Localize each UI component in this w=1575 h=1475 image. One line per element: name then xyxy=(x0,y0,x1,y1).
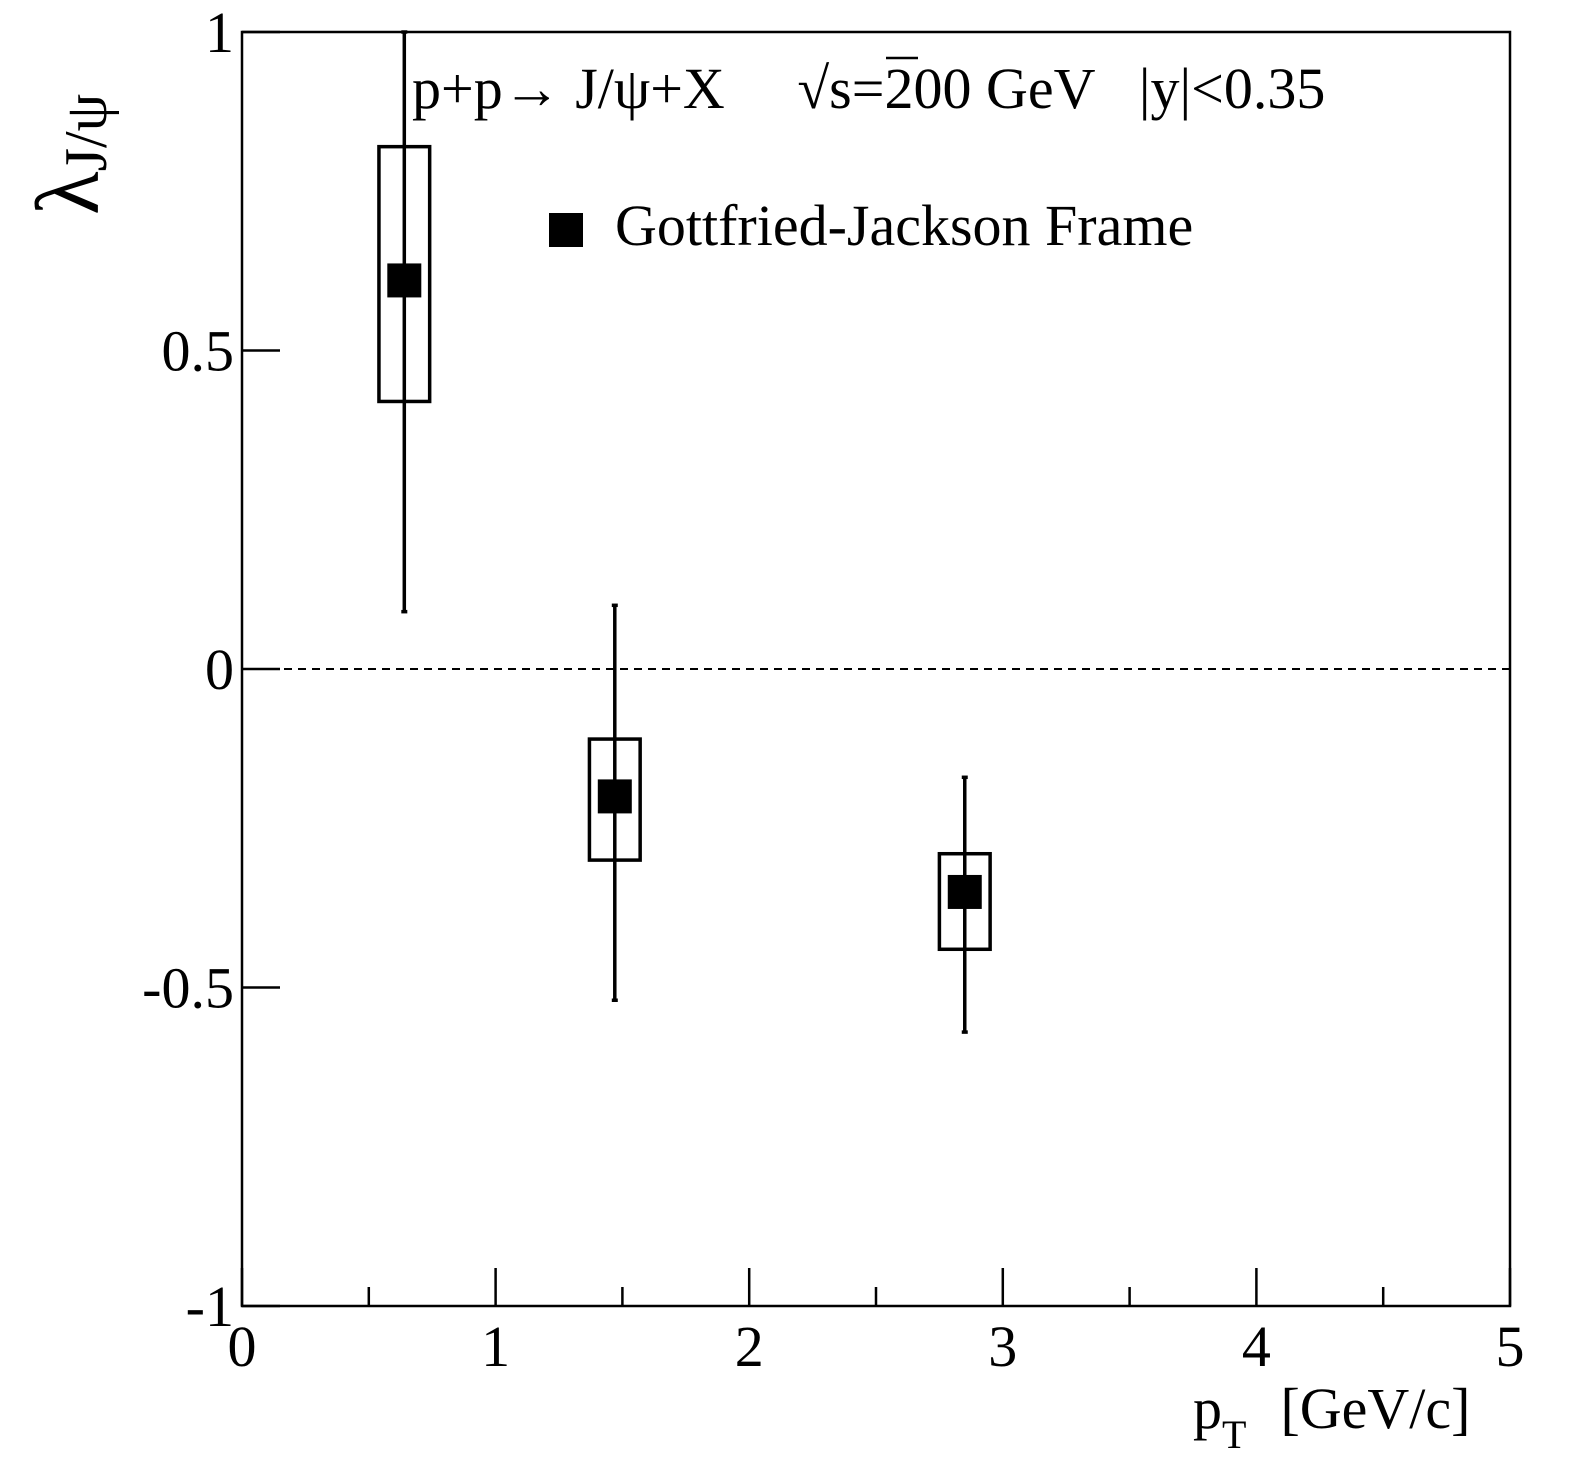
x-tick-label: 0 xyxy=(228,1314,257,1379)
x-axis-label-sub: T xyxy=(1222,1412,1246,1457)
y-tick-label: -1 xyxy=(186,1274,234,1339)
axis-tick-labels: 10.50-0.5-10 1 2 3 4 5 xyxy=(142,0,1524,1379)
x-tick-label: 1 xyxy=(481,1314,510,1379)
y-axis-label-sub: J/ψ xyxy=(53,94,119,172)
chart-annotation: p+p→ J/ψ+X √s=200 GeV |y|<0.35 xyxy=(412,56,1325,121)
y-tick-label: 0.5 xyxy=(162,319,235,384)
x-axis-label: pT [GeV/c] xyxy=(1193,1376,1470,1457)
data-points xyxy=(377,30,992,1034)
legend: Gottfried-Jackson Frame xyxy=(549,193,1193,258)
x-tick-label: 2 xyxy=(735,1314,764,1379)
x-axis-label-unit: [GeV/c] xyxy=(1280,1376,1470,1441)
sys-error-box xyxy=(937,851,992,952)
legend-marker xyxy=(549,213,583,247)
x-tick-label: 3 xyxy=(988,1314,1017,1379)
y-axis-label: λJ/ψ xyxy=(19,94,119,215)
data-point-marker xyxy=(947,874,982,909)
y-tick-label: 0 xyxy=(205,637,234,702)
annotation-energy: s=200 GeV xyxy=(829,56,1095,121)
sys-error-box xyxy=(377,144,432,404)
y-tick-label: 1 xyxy=(205,0,234,65)
data-point-marker xyxy=(387,263,422,298)
annotation-process: p+p→ J/ψ+X xyxy=(412,56,725,121)
y-axis-label-main: λ xyxy=(19,171,118,215)
y-tick-label: -0.5 xyxy=(142,956,234,1021)
legend-label: Gottfried-Jackson Frame xyxy=(615,193,1193,258)
x-tick-label: 5 xyxy=(1496,1314,1525,1379)
axis-ticks xyxy=(240,30,1512,1308)
data-point-marker xyxy=(597,779,632,814)
x-axis-label-main: p xyxy=(1193,1376,1222,1441)
annotation-rapidity: |y|<0.35 xyxy=(1139,56,1325,121)
x-tick-label: 4 xyxy=(1242,1314,1271,1379)
annotation-sqrt: √ xyxy=(797,56,829,121)
sys-error-box xyxy=(587,737,642,862)
